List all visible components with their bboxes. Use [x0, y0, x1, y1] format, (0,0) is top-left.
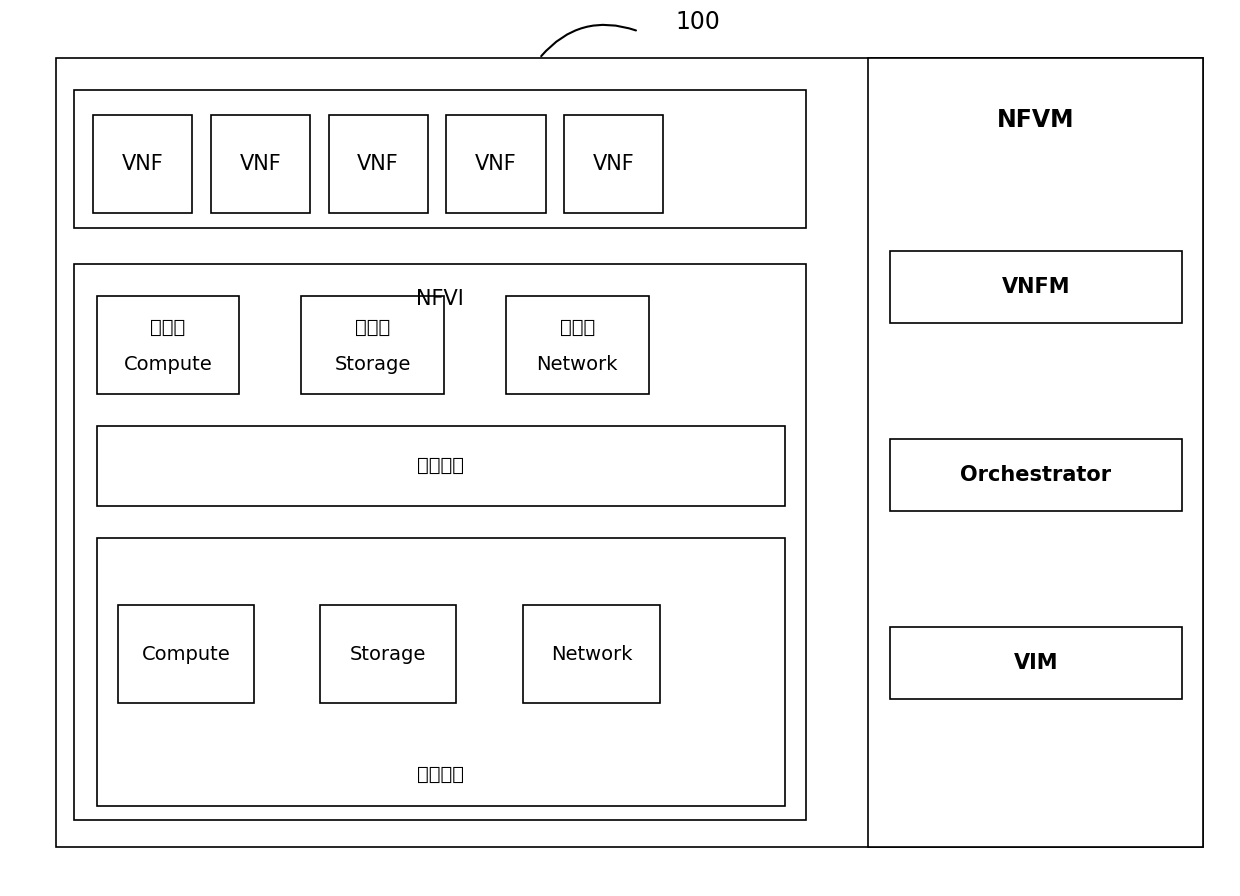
- Bar: [320, 605, 456, 703]
- Text: 硬件资源: 硬件资源: [418, 765, 464, 784]
- Text: Network: Network: [537, 355, 618, 375]
- Text: VNF: VNF: [239, 154, 281, 174]
- Text: Storage: Storage: [335, 355, 410, 375]
- Bar: [97, 426, 785, 506]
- Text: VNF: VNF: [593, 154, 635, 174]
- Bar: [97, 296, 239, 394]
- Text: Compute: Compute: [124, 355, 212, 375]
- Bar: [301, 296, 444, 394]
- Text: Storage: Storage: [350, 644, 427, 664]
- Text: Network: Network: [551, 644, 632, 664]
- Text: Compute: Compute: [141, 644, 231, 664]
- Bar: [890, 439, 1182, 511]
- Bar: [506, 296, 649, 394]
- Bar: [523, 605, 660, 703]
- Bar: [890, 627, 1182, 699]
- Bar: [74, 264, 806, 820]
- Text: Orchestrator: Orchestrator: [961, 465, 1111, 485]
- Text: VIM: VIM: [1014, 653, 1058, 673]
- Text: VNF: VNF: [122, 154, 164, 174]
- Text: 虚拟化层: 虚拟化层: [418, 456, 464, 476]
- Text: VNF: VNF: [357, 154, 399, 174]
- Bar: [74, 90, 806, 228]
- Text: 100: 100: [676, 11, 720, 34]
- Bar: [56, 58, 1203, 847]
- Text: 虚拟化: 虚拟化: [150, 318, 186, 337]
- Bar: [868, 58, 1203, 847]
- Bar: [118, 605, 254, 703]
- Bar: [329, 115, 428, 213]
- Bar: [211, 115, 310, 213]
- Bar: [97, 538, 785, 806]
- Text: 虚拟化: 虚拟化: [355, 318, 391, 337]
- Text: NFVM: NFVM: [997, 108, 1074, 132]
- Bar: [93, 115, 192, 213]
- Text: VNF: VNF: [475, 154, 517, 174]
- Bar: [564, 115, 663, 213]
- Text: NFVI: NFVI: [417, 289, 464, 309]
- Text: VNFM: VNFM: [1002, 277, 1070, 297]
- Bar: [446, 115, 546, 213]
- Bar: [890, 251, 1182, 323]
- Text: 虚拟化: 虚拟化: [559, 318, 595, 337]
